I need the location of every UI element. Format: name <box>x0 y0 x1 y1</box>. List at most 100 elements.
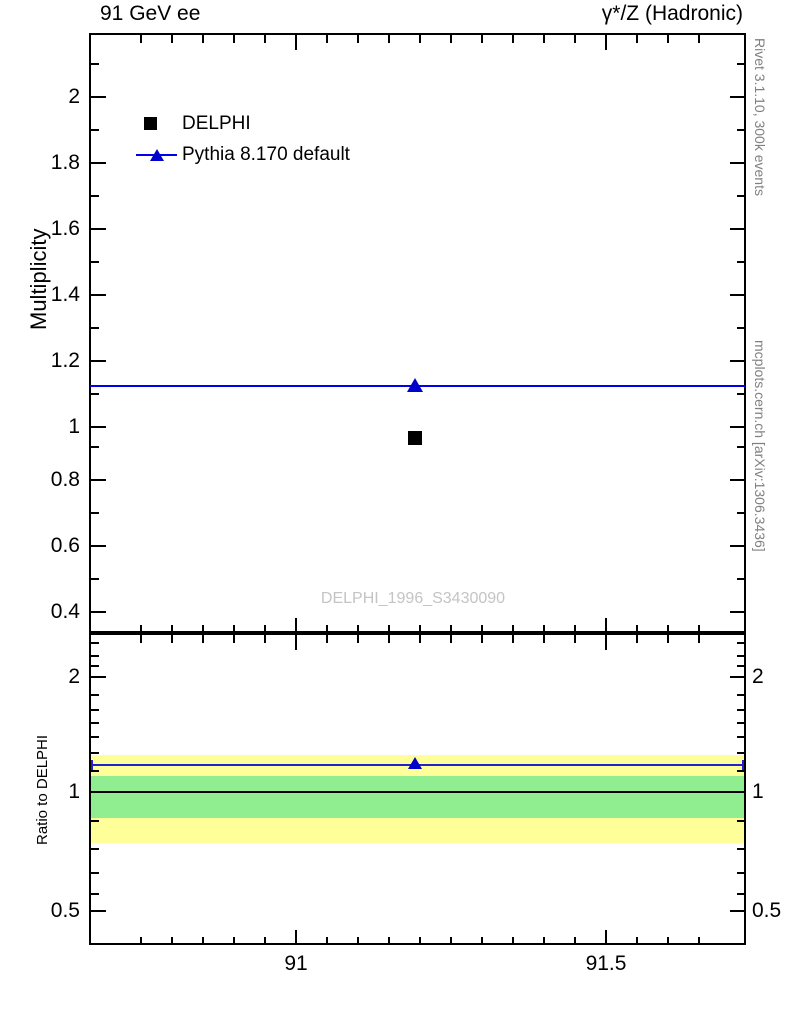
ratio-tick-minor-top <box>419 635 421 643</box>
ratio-tick-minor-bottom <box>388 937 390 945</box>
ratio-tick-major-bottom <box>605 930 607 945</box>
main-tick-major-right <box>730 611 745 613</box>
main-tick-minor-left <box>91 129 99 131</box>
ratio-tick-minor-bottom <box>326 937 328 945</box>
ratio-tick-minor-left <box>91 820 99 822</box>
main-tick-minor-bottom <box>140 625 142 633</box>
ratio-tick-minor-bottom <box>574 937 576 945</box>
xtick-91: 91 <box>284 952 308 975</box>
main-tick-minor-bottom <box>574 625 576 633</box>
ratio-tick-major-right <box>730 910 745 912</box>
ratio-tick-minor-top <box>388 635 390 643</box>
ratio-tick-minor-bottom <box>357 937 359 945</box>
ratio-tick-minor-left <box>91 848 99 850</box>
main-tick-minor-bottom <box>233 625 235 633</box>
main-tick-minor-right <box>737 261 745 263</box>
ratio-tick-minor-left <box>91 694 99 696</box>
main-tick-minor-left <box>91 446 99 448</box>
main-tick-minor-top <box>202 35 204 43</box>
plot-title-right: γ*/Z (Hadronic) <box>601 2 743 25</box>
credit-rivet: Rivet 3.1.10, 300k events <box>752 38 768 196</box>
xtick-91-5: 91.5 <box>585 952 627 975</box>
main-tick-minor-right <box>737 393 745 395</box>
ratio-tick-minor-left <box>91 736 99 738</box>
ratio-tick-major-right <box>730 791 745 793</box>
main-tick-major-left <box>91 426 106 428</box>
main-tick-minor-left <box>91 393 99 395</box>
credit-mcplots: mcplots.cern.ch [arXiv:1306.3436] <box>752 340 768 552</box>
main-tick-major-right <box>730 294 745 296</box>
ratio-tick-minor-left <box>91 893 99 895</box>
main-tick-minor-bottom <box>171 625 173 633</box>
main-ytick-0-4: 0.4 <box>50 600 80 623</box>
main-tick-minor-bottom <box>388 625 390 633</box>
main-tick-minor-bottom <box>481 625 483 633</box>
main-tick-minor-top <box>326 35 328 43</box>
ratio-tick-minor-top <box>450 635 452 643</box>
ratio-tick-major-left <box>91 676 106 678</box>
main-tick-minor-top <box>667 35 669 43</box>
main-tick-major-right <box>730 360 745 362</box>
ratio-plot-frame <box>89 633 746 945</box>
ratio-tick-minor-left <box>91 872 99 874</box>
main-tick-minor-bottom <box>667 625 669 633</box>
ratio-ytick-1-left: 1 <box>68 780 80 803</box>
pythia-data-point-marker <box>407 378 423 392</box>
main-tick-minor-right <box>737 195 745 197</box>
ratio-tick-minor-top <box>326 635 328 643</box>
ratio-tick-minor-right <box>737 770 745 772</box>
ratio-tick-minor-top <box>264 635 266 643</box>
main-tick-minor-bottom <box>512 625 514 633</box>
ratio-tick-minor-bottom <box>512 937 514 945</box>
ratio-tick-minor-top <box>233 635 235 643</box>
ratio-tick-minor-right <box>737 655 745 657</box>
ratio-data-point-marker <box>408 757 422 769</box>
ratio-ytick-0-5-right: 0.5 <box>752 899 782 922</box>
main-tick-major-left <box>91 162 106 164</box>
ratio-tick-minor-top <box>481 635 483 643</box>
main-tick-minor-left <box>91 512 99 514</box>
main-tick-major-left <box>91 611 106 613</box>
main-tick-minor-left <box>91 578 99 580</box>
ratio-tick-minor-top <box>636 635 638 643</box>
ratio-ytick-2-right: 2 <box>752 665 764 688</box>
ratio-line-cap-right <box>742 760 744 770</box>
main-tick-minor-top <box>574 35 576 43</box>
main-tick-minor-top <box>357 35 359 43</box>
main-tick-minor-top <box>512 35 514 43</box>
ratio-ytick-2-left: 2 <box>68 665 80 688</box>
main-tick-major-right <box>730 545 745 547</box>
main-tick-minor-right <box>737 578 745 580</box>
main-tick-minor-top <box>636 35 638 43</box>
ratio-tick-minor-bottom <box>171 937 173 945</box>
ratio-tick-minor-top <box>574 635 576 643</box>
main-tick-minor-top <box>698 35 700 43</box>
ratio-tick-minor-bottom <box>543 937 545 945</box>
main-tick-minor-top <box>171 35 173 43</box>
ratio-tick-minor-right <box>737 694 745 696</box>
ratio-tick-minor-bottom <box>419 937 421 945</box>
square-marker-icon <box>144 116 157 130</box>
main-tick-minor-top <box>233 35 235 43</box>
ratio-tick-minor-top <box>357 635 359 643</box>
main-ytick-1-8: 1.8 <box>50 151 80 174</box>
ratio-tick-major-left <box>91 791 106 793</box>
ratio-ytick-0-5-left: 0.5 <box>50 899 80 922</box>
ratio-tick-minor-right <box>737 872 745 874</box>
main-tick-minor-top <box>140 35 142 43</box>
ratio-tick-minor-right <box>737 736 745 738</box>
plot-title-left: 91 GeV ee <box>100 2 201 25</box>
main-ytick-0-8: 0.8 <box>50 468 80 491</box>
main-tick-major-bottom <box>295 618 297 633</box>
main-tick-major-left <box>91 294 106 296</box>
ratio-tick-minor-right <box>737 665 745 667</box>
ratio-tick-minor-bottom <box>202 937 204 945</box>
main-tick-minor-bottom <box>698 625 700 633</box>
ratio-tick-minor-left <box>91 665 99 667</box>
main-tick-minor-right <box>737 512 745 514</box>
ratio-tick-minor-bottom <box>667 937 669 945</box>
main-tick-minor-right <box>737 327 745 329</box>
main-tick-minor-top <box>543 35 545 43</box>
main-ytick-1-4: 1.4 <box>50 283 80 306</box>
main-tick-minor-right <box>737 63 745 65</box>
